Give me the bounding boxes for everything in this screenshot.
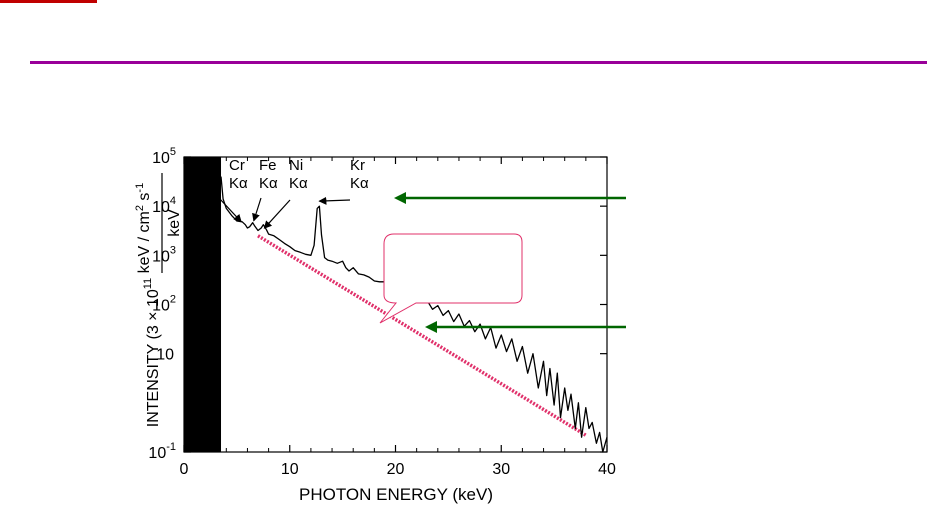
y-axis-label-den: keV xyxy=(166,209,183,237)
y-tick-label: 104 xyxy=(152,195,176,216)
line-label-transition: Kα xyxy=(289,175,308,192)
line-label-element: Fe xyxy=(259,157,277,174)
line-label-element: Ni xyxy=(289,157,303,174)
slide-accent-bar xyxy=(0,0,97,3)
line-label-transition: Kα xyxy=(259,175,278,192)
svg-text:INTENSITY (3 × 1011 keV / cm2: INTENSITY (3 × 1011 keV / cm2 s-1 xyxy=(134,183,162,427)
y-tick-label: 10-1 xyxy=(148,441,176,462)
line-label-arrow xyxy=(318,196,351,205)
y-axis-ticks: 105 104 103 102 10 10-1 xyxy=(148,146,607,462)
y-tick-label: 103 xyxy=(152,244,176,265)
x-tick-label: 40 xyxy=(598,461,616,478)
spectrum-line xyxy=(220,176,608,453)
x-tick-label: 30 xyxy=(492,461,510,478)
x-tick-label: 10 xyxy=(281,461,299,478)
y-tick-label: 105 xyxy=(152,146,176,167)
line-label-element: Kr xyxy=(350,157,365,174)
callout-bubble xyxy=(379,233,523,324)
line-label-element: Cr xyxy=(229,157,245,174)
y-tick-label: 102 xyxy=(152,294,176,315)
fit-line xyxy=(257,234,587,437)
line-label-arrow xyxy=(218,197,242,223)
series-layer xyxy=(220,176,608,453)
x-tick-label: 0 xyxy=(180,461,189,478)
y-tick-label: 10 xyxy=(156,347,174,364)
y-axis-label: INTENSITY (3 × 1011 keV / cm2 s-1 keV xyxy=(134,173,183,427)
line-label-transition: Kα xyxy=(350,175,369,192)
x-tick-label: 20 xyxy=(387,461,405,478)
line-label-transition: Kα xyxy=(229,175,248,192)
y-axis-label-num: keV / cm xyxy=(136,211,153,273)
x-axis-label: PHOTON ENERGY (keV) xyxy=(299,485,493,504)
y-axis-label-prefix: INTENSITY (3 × 10 xyxy=(145,289,162,427)
line-label-arrow xyxy=(263,199,291,229)
title-rule xyxy=(30,61,927,64)
x-axis-ticks: 0 10 20 30 40 xyxy=(180,157,616,478)
y-axis-label-exp: 11 xyxy=(142,278,154,289)
green-arrow-lower-head xyxy=(425,321,437,333)
green-arrow-upper-head xyxy=(394,192,406,204)
line-label-arrow xyxy=(252,197,262,222)
